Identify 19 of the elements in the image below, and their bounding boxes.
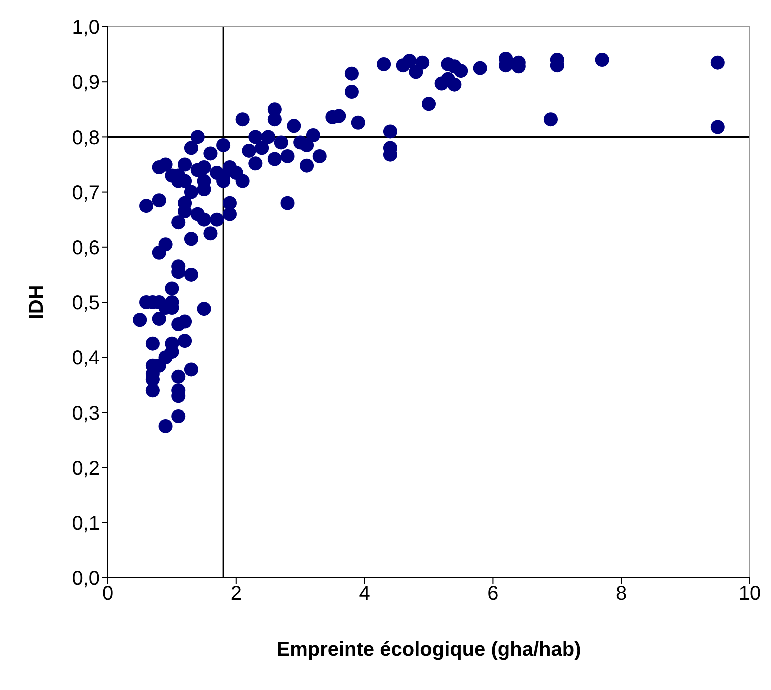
x-tick-label: 8 [616, 583, 628, 606]
y-tick-label: 0,3 [72, 402, 100, 425]
x-axis-title: Empreinte écologique (gha/hab) [276, 639, 582, 661]
y-tick-label: 0,9 [72, 72, 100, 94]
y-tick-label: 0,5 [72, 292, 100, 315]
y-tick-label: 0,7 [72, 182, 100, 204]
y-tick-label: 0,0 [72, 568, 100, 590]
y-tick-label: 1,0 [72, 17, 100, 40]
y-tick-label: 0,4 [72, 348, 100, 370]
y-tick-label: 0,2 [72, 458, 100, 480]
x-tick-label: 2 [230, 583, 242, 606]
y-axis-title: IDH [26, 285, 48, 320]
y-tick-label: 0,8 [72, 127, 100, 150]
x-tick-label: 4 [359, 583, 370, 606]
x-tick-label: 10 [738, 583, 762, 606]
x-tick-label: 0 [102, 583, 114, 606]
y-tick-label: 0,6 [72, 238, 100, 260]
x-tick-label: 6 [488, 583, 499, 606]
y-tick-label: 0,1 [72, 513, 100, 535]
